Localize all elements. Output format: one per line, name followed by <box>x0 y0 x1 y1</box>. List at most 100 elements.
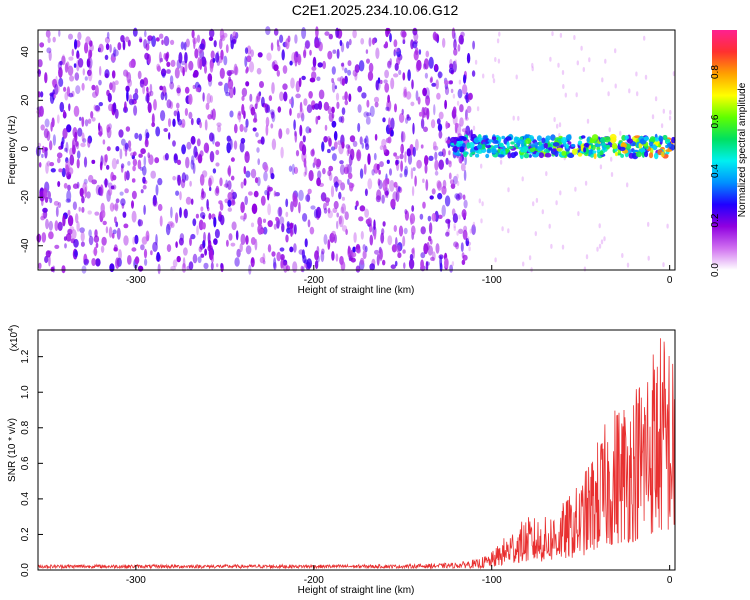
heatmap-cell <box>215 52 220 63</box>
heatmap-cell <box>155 37 160 42</box>
heatmap-cell <box>216 122 222 127</box>
heatmap-cell <box>210 254 214 264</box>
heatmap-cell <box>172 140 176 147</box>
heatmap-cell <box>385 27 390 38</box>
heatmap-cell <box>285 198 289 208</box>
heatmap-cell <box>168 118 171 128</box>
heatmap-cell <box>647 221 650 227</box>
heatmap-cell <box>83 258 89 266</box>
heatmap-cell <box>112 229 117 235</box>
heatmap-cell <box>360 38 365 45</box>
heatmap-cell <box>56 114 60 124</box>
heatmap-cell <box>189 237 192 247</box>
snr-y-label: SNR (10 * v/v) <box>7 418 18 482</box>
heatmap-cell <box>311 66 317 71</box>
heatmap-cell <box>403 262 406 269</box>
heatmap-cell <box>333 130 338 141</box>
heatmap-cell <box>170 39 175 46</box>
heatmap-cell <box>279 91 284 102</box>
heatmap-cell <box>173 154 178 164</box>
heatmap-cell <box>207 114 213 120</box>
heatmap-cell <box>448 67 454 74</box>
heatmap-cell <box>538 141 543 147</box>
heatmap-cell <box>127 255 132 265</box>
heatmap-cell <box>468 92 473 100</box>
heatmap-cell <box>127 161 131 166</box>
heatmap-cell <box>325 200 330 207</box>
heatmap-cell <box>306 104 313 114</box>
heatmap-cell <box>209 186 212 192</box>
heatmap-cell <box>598 223 601 229</box>
heatmap-cell <box>471 70 476 77</box>
heatmap-cell <box>431 82 437 87</box>
heatmap-cell <box>567 153 574 158</box>
heatmap-cell <box>270 42 274 51</box>
heatmap-cell <box>179 191 182 201</box>
heatmap-cell <box>387 136 392 144</box>
heatmap-cell <box>561 70 565 75</box>
snr-y-ticks: 0.0 0.2 0.4 0.6 0.8 1.0 1.2 <box>20 349 43 577</box>
heatmap-cell <box>348 154 353 166</box>
heatmap-cell <box>143 155 147 167</box>
heatmap-cell <box>471 224 476 236</box>
heatmap-cell <box>46 47 52 54</box>
heatmap-cell <box>444 195 451 207</box>
heatmap-cell <box>104 154 108 163</box>
colorbar-tick-label: 0.8 <box>710 65 721 79</box>
heatmap-cell <box>301 144 307 156</box>
heatmap-cell <box>134 256 140 265</box>
heatmap-cell <box>411 205 415 212</box>
heatmap-cell <box>549 56 552 62</box>
heatmap-cell <box>381 138 387 148</box>
heatmap-cell <box>577 140 583 146</box>
heatmap-cell <box>223 55 228 66</box>
heatmap-cell <box>144 30 147 38</box>
heatmap-cell <box>362 250 367 260</box>
heatmap-cell <box>424 87 430 100</box>
heatmap-cell <box>236 248 241 258</box>
heatmap-cell <box>189 180 192 187</box>
heatmap-cell <box>492 78 496 84</box>
heatmap-cell <box>450 88 454 94</box>
heatmap-cell <box>438 130 443 139</box>
heatmap-cell <box>75 85 81 95</box>
heatmap-cell <box>56 82 60 93</box>
heatmap-cell <box>65 198 72 203</box>
heatmap-cell <box>279 34 284 43</box>
heatmap-cell <box>298 77 302 88</box>
heatmap-cell <box>376 163 380 171</box>
heatmap-cell <box>39 42 45 48</box>
heatmap-cell <box>59 101 65 113</box>
heatmap-cell <box>131 200 134 209</box>
heatmap-cell <box>364 208 369 218</box>
heatmap-cell <box>60 141 64 150</box>
heatmap-cell <box>388 117 391 129</box>
y-tick-label: 0.6 <box>20 456 31 470</box>
heatmap-cell <box>474 59 478 65</box>
heatmap-cell <box>260 195 266 206</box>
heatmap-cell <box>393 152 397 157</box>
heatmap-cell <box>290 228 293 237</box>
heatmap-cell <box>86 191 91 199</box>
heatmap-cell <box>573 35 576 40</box>
heatmap-cell <box>658 135 664 143</box>
heatmap-cell <box>257 216 263 227</box>
heatmap-cell <box>414 47 419 56</box>
heatmap-cell <box>283 261 288 273</box>
heatmap-cell <box>111 232 115 239</box>
heatmap-cell <box>424 72 428 79</box>
heatmap-cell <box>485 144 492 149</box>
heatmap-cell <box>183 209 186 217</box>
heatmap-cell <box>648 141 654 147</box>
heatmap-cell <box>204 65 207 74</box>
heatmap-cell <box>404 151 407 163</box>
heatmap-cell <box>151 113 155 125</box>
heatmap-cell <box>438 151 444 157</box>
heatmap-cell <box>465 109 468 120</box>
heatmap-cell <box>580 135 586 139</box>
snr-frame <box>37 329 676 571</box>
heatmap-cell <box>626 262 630 268</box>
heatmap-cell <box>651 114 655 120</box>
heatmap-cell <box>335 92 340 101</box>
